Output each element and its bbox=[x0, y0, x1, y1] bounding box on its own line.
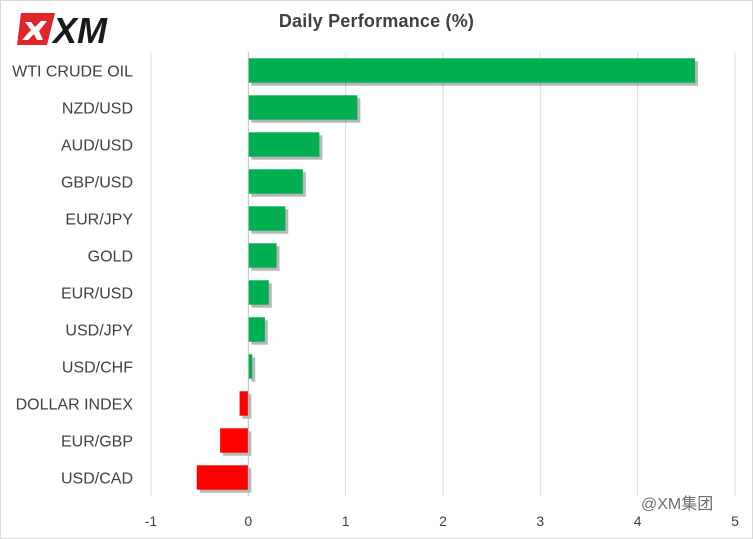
svg-text:XM: XM bbox=[51, 10, 108, 49]
category-label: GBP/USD bbox=[61, 175, 133, 192]
category-label: EUR/JPY bbox=[65, 212, 133, 229]
chart-title: Daily Performance (%) bbox=[278, 11, 475, 31]
category-label: GOLD bbox=[88, 249, 133, 266]
bar-usd-cad bbox=[196, 465, 249, 490]
category-label: NZD/USD bbox=[62, 101, 133, 118]
bar-usd-chf bbox=[248, 354, 253, 379]
x-tick-label: 1 bbox=[342, 513, 350, 529]
bar-eur-jpy bbox=[248, 206, 286, 231]
bar-shadow bbox=[251, 357, 256, 382]
watermark: @XM集团 bbox=[641, 496, 714, 513]
bar-wti-crude-oil bbox=[248, 58, 696, 83]
x-tick-label: 5 bbox=[731, 513, 739, 529]
x-tick-label: 0 bbox=[244, 513, 252, 529]
bar-eur-gbp bbox=[220, 428, 249, 453]
x-tick-label: 4 bbox=[634, 513, 642, 529]
bar-nzd-usd bbox=[248, 95, 358, 120]
bar-gbp-usd bbox=[248, 169, 303, 194]
category-label: USD/JPY bbox=[65, 323, 133, 340]
category-label: EUR/GBP bbox=[61, 434, 133, 451]
bar-aud-usd bbox=[248, 132, 320, 157]
x-tick-label: -1 bbox=[145, 513, 158, 529]
bar-dollar-index bbox=[239, 391, 249, 416]
x-tick-label: 3 bbox=[536, 513, 544, 529]
xm-logo: XM bbox=[17, 9, 152, 54]
category-label: DOLLAR INDEX bbox=[16, 397, 134, 414]
category-label: AUD/USD bbox=[61, 138, 133, 155]
bar-usd-jpy bbox=[248, 317, 265, 342]
category-label: WTI CRUDE OIL bbox=[12, 64, 133, 81]
bar-eur-usd bbox=[248, 280, 269, 305]
bar-gold bbox=[248, 243, 277, 268]
category-label: USD/CHF bbox=[62, 360, 133, 377]
x-tick-label: 2 bbox=[439, 513, 447, 529]
category-label: USD/CAD bbox=[61, 471, 133, 488]
category-label: EUR/USD bbox=[61, 286, 133, 303]
